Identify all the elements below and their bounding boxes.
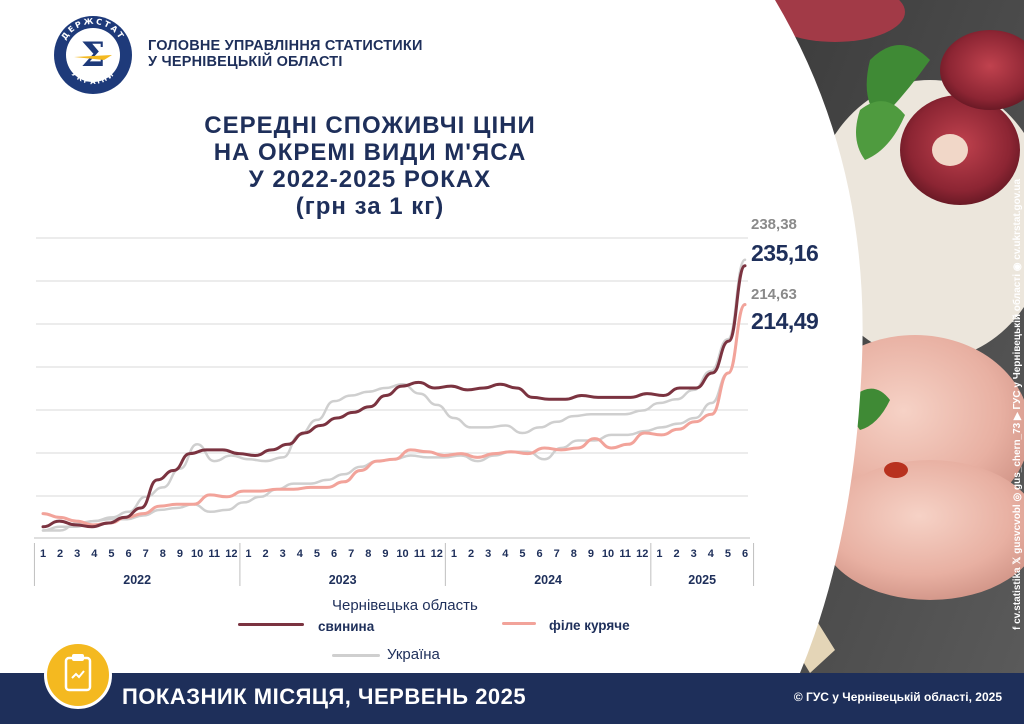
- end-label-ukraine-chicken: 214,63: [751, 286, 797, 303]
- x-tick-label: 7: [554, 548, 560, 560]
- end-label-ukraine-pork: 238,38: [751, 216, 797, 233]
- footer-title: ПОКАЗНИК МІСЯЦЯ, ЧЕРВЕНЬ 2025: [122, 684, 527, 709]
- x-tick-label: 6: [742, 548, 748, 560]
- end-label-region-chicken: 214,49: [751, 308, 819, 334]
- title-line-1: СЕРЕДНІ СПОЖИВЧІ ЦІНИ: [204, 112, 536, 139]
- x-tick-label: 9: [588, 548, 594, 560]
- x-tick-label: 5: [519, 548, 525, 560]
- x-tick-label: 3: [280, 548, 286, 560]
- title-line-2: НА ОКРЕМІ ВИДИ М'ЯСА: [213, 139, 527, 166]
- title-line-4: (грн за 1 кг): [295, 193, 445, 220]
- x-tick-label: 8: [160, 548, 166, 560]
- end-label-region-pork: 235,16: [751, 240, 819, 266]
- x-tick-label: 4: [297, 548, 304, 560]
- footer-bar: [0, 673, 1024, 724]
- x-tick-label: 1: [40, 548, 46, 560]
- x-tick-label: 5: [314, 548, 320, 560]
- x-tick-label: 4: [502, 548, 509, 560]
- x-tick-label: 2: [468, 548, 474, 560]
- x-tick-label: 5: [108, 548, 114, 560]
- chart-title: СЕРЕДНІ СПОЖИВЧІ ЦІНИ НА ОКРЕМІ ВИДИ М'Я…: [180, 112, 560, 220]
- x-tick-label: 12: [636, 548, 648, 560]
- x-tick-label: 11: [208, 548, 220, 560]
- year-label: 2025: [688, 573, 716, 587]
- x-tick-label: 9: [177, 548, 183, 560]
- legend-label-chicken: філе куряче: [549, 618, 630, 633]
- org-line-2: У ЧЕРНІВЕЦЬКІЙ ОБЛАСТІ: [148, 54, 343, 70]
- x-tick-label: 10: [602, 548, 614, 560]
- legend-swatch-chicken: [502, 622, 536, 625]
- x-tick-label: 6: [536, 548, 542, 560]
- x-tick-label: 3: [691, 548, 697, 560]
- organization-name: ГОЛОВНЕ УПРАВЛІННЯ СТАТИСТИКИ У ЧЕРНІВЕЦ…: [148, 38, 423, 70]
- x-tick-label: 9: [382, 548, 388, 560]
- x-tick-label: 1: [656, 548, 662, 560]
- org-line-1: ГОЛОВНЕ УПРАВЛІННЯ СТАТИСТИКИ: [148, 38, 423, 54]
- x-tick-label: 4: [708, 548, 715, 560]
- x-tick-label: 6: [126, 548, 132, 560]
- x-tick-label: 7: [348, 548, 354, 560]
- title-line-3: У 2022-2025 РОКАХ: [248, 166, 492, 193]
- document-icon: [64, 654, 92, 692]
- social-links: f cv.statistika 𝕏 gusvcvobl ◎ gus_chern_…: [1012, 178, 1023, 630]
- x-tick-label: 2: [263, 548, 269, 560]
- x-tick-label: 6: [331, 548, 337, 560]
- x-tick-label: 2: [673, 548, 679, 560]
- svg-text:Σ: Σ: [81, 35, 105, 75]
- x-tick-label: 10: [396, 548, 408, 560]
- x-tick-label: 2: [57, 548, 63, 560]
- year-label: 2023: [329, 573, 357, 587]
- x-tick-label: 1: [245, 548, 251, 560]
- x-tick-label: 8: [365, 548, 371, 560]
- x-tick-label: 1: [451, 548, 457, 560]
- series-line-pork-ua: [41, 258, 747, 532]
- series-line-chicken: [41, 303, 747, 527]
- legend-swatch-ukraine: [332, 654, 380, 657]
- year-label: 2024: [534, 573, 562, 587]
- x-tick-label: 12: [225, 548, 237, 560]
- x-tick-label: 11: [619, 548, 631, 560]
- legend-swatch-pork: [238, 623, 304, 626]
- x-tick-label: 8: [571, 548, 577, 560]
- derzhstat-logo: Σ ДЕРЖСТАТ УКРАЇНИ: [54, 16, 132, 94]
- x-tick-label: 10: [191, 548, 203, 560]
- legend-label-ukraine: Україна: [387, 646, 440, 663]
- x-tick-label: 5: [725, 548, 731, 560]
- x-tick-label: 12: [431, 548, 443, 560]
- legend-label-pork: свинина: [318, 619, 375, 634]
- x-tick-label: 3: [74, 548, 80, 560]
- legend-title: Чернівецька область: [332, 597, 478, 614]
- x-tick-label: 3: [485, 548, 491, 560]
- x-tick-label: 11: [414, 548, 426, 560]
- indicator-badge: [44, 641, 112, 709]
- year-label: 2022: [123, 573, 151, 587]
- footer-copyright: © ГУС у Чернівецькій області, 2025: [793, 690, 1002, 704]
- x-tick-label: 7: [143, 548, 149, 560]
- series-line-pork: [41, 264, 747, 529]
- x-tick-label: 4: [91, 548, 98, 560]
